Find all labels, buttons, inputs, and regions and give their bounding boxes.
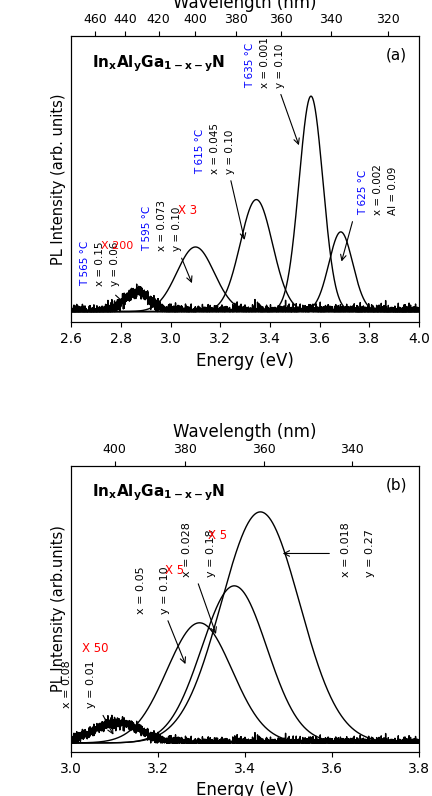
X-axis label: Energy (eV): Energy (eV) <box>196 352 294 369</box>
Text: X 5: X 5 <box>165 564 184 576</box>
Text: x = 0.05: x = 0.05 <box>136 566 146 614</box>
Text: y = 0.06: y = 0.06 <box>110 241 120 286</box>
Y-axis label: PL Intensity (arb.units): PL Intensity (arb.units) <box>51 525 66 693</box>
Text: x = 0.028: x = 0.028 <box>182 521 192 576</box>
Text: x = 0.002: x = 0.002 <box>373 164 383 215</box>
Text: Al = 0.09: Al = 0.09 <box>388 166 398 215</box>
Text: y = 0.18: y = 0.18 <box>206 529 216 576</box>
Text: x = 0.15: x = 0.15 <box>95 241 105 286</box>
Text: y = 0.10: y = 0.10 <box>226 129 235 174</box>
Text: (a): (a) <box>386 47 407 62</box>
Text: $\mathbf{In_xAl_yGa_{1-x-y}N}$: $\mathbf{In_xAl_yGa_{1-x-y}N}$ <box>92 53 225 73</box>
X-axis label: Wavelength (nm): Wavelength (nm) <box>173 423 317 442</box>
Text: y = 0.27: y = 0.27 <box>365 529 375 576</box>
Text: T 625 °C: T 625 °C <box>358 170 368 215</box>
Text: x = 0.08: x = 0.08 <box>62 661 72 708</box>
Text: (b): (b) <box>385 477 407 492</box>
Text: x = 0.073: x = 0.073 <box>157 201 167 252</box>
Text: T 595 °C: T 595 °C <box>142 206 152 252</box>
Text: X 50: X 50 <box>82 642 108 655</box>
Text: y = 0.10: y = 0.10 <box>275 43 285 88</box>
Text: T 565 °C: T 565 °C <box>80 240 90 286</box>
Text: y = 0.10: y = 0.10 <box>172 207 182 252</box>
Text: x = 0.045: x = 0.045 <box>210 123 220 174</box>
Text: X 200: X 200 <box>101 241 133 252</box>
Text: x = 0.001: x = 0.001 <box>260 37 270 88</box>
Text: x = 0.018: x = 0.018 <box>341 522 351 576</box>
Text: $\mathbf{In_xAl_yGa_{1-x-y}N}$: $\mathbf{In_xAl_yGa_{1-x-y}N}$ <box>92 483 225 503</box>
Text: T 615 °C: T 615 °C <box>195 128 206 174</box>
X-axis label: Wavelength (nm): Wavelength (nm) <box>173 0 317 12</box>
Text: y = 0.10: y = 0.10 <box>159 566 169 614</box>
Text: X 3: X 3 <box>178 204 197 217</box>
Text: y = 0.01: y = 0.01 <box>86 661 95 708</box>
Text: X 5: X 5 <box>208 529 227 542</box>
Y-axis label: PL Intensity (arb. units): PL Intensity (arb. units) <box>51 93 66 265</box>
Text: T 635 °C: T 635 °C <box>245 42 255 88</box>
X-axis label: Energy (eV): Energy (eV) <box>196 782 294 796</box>
